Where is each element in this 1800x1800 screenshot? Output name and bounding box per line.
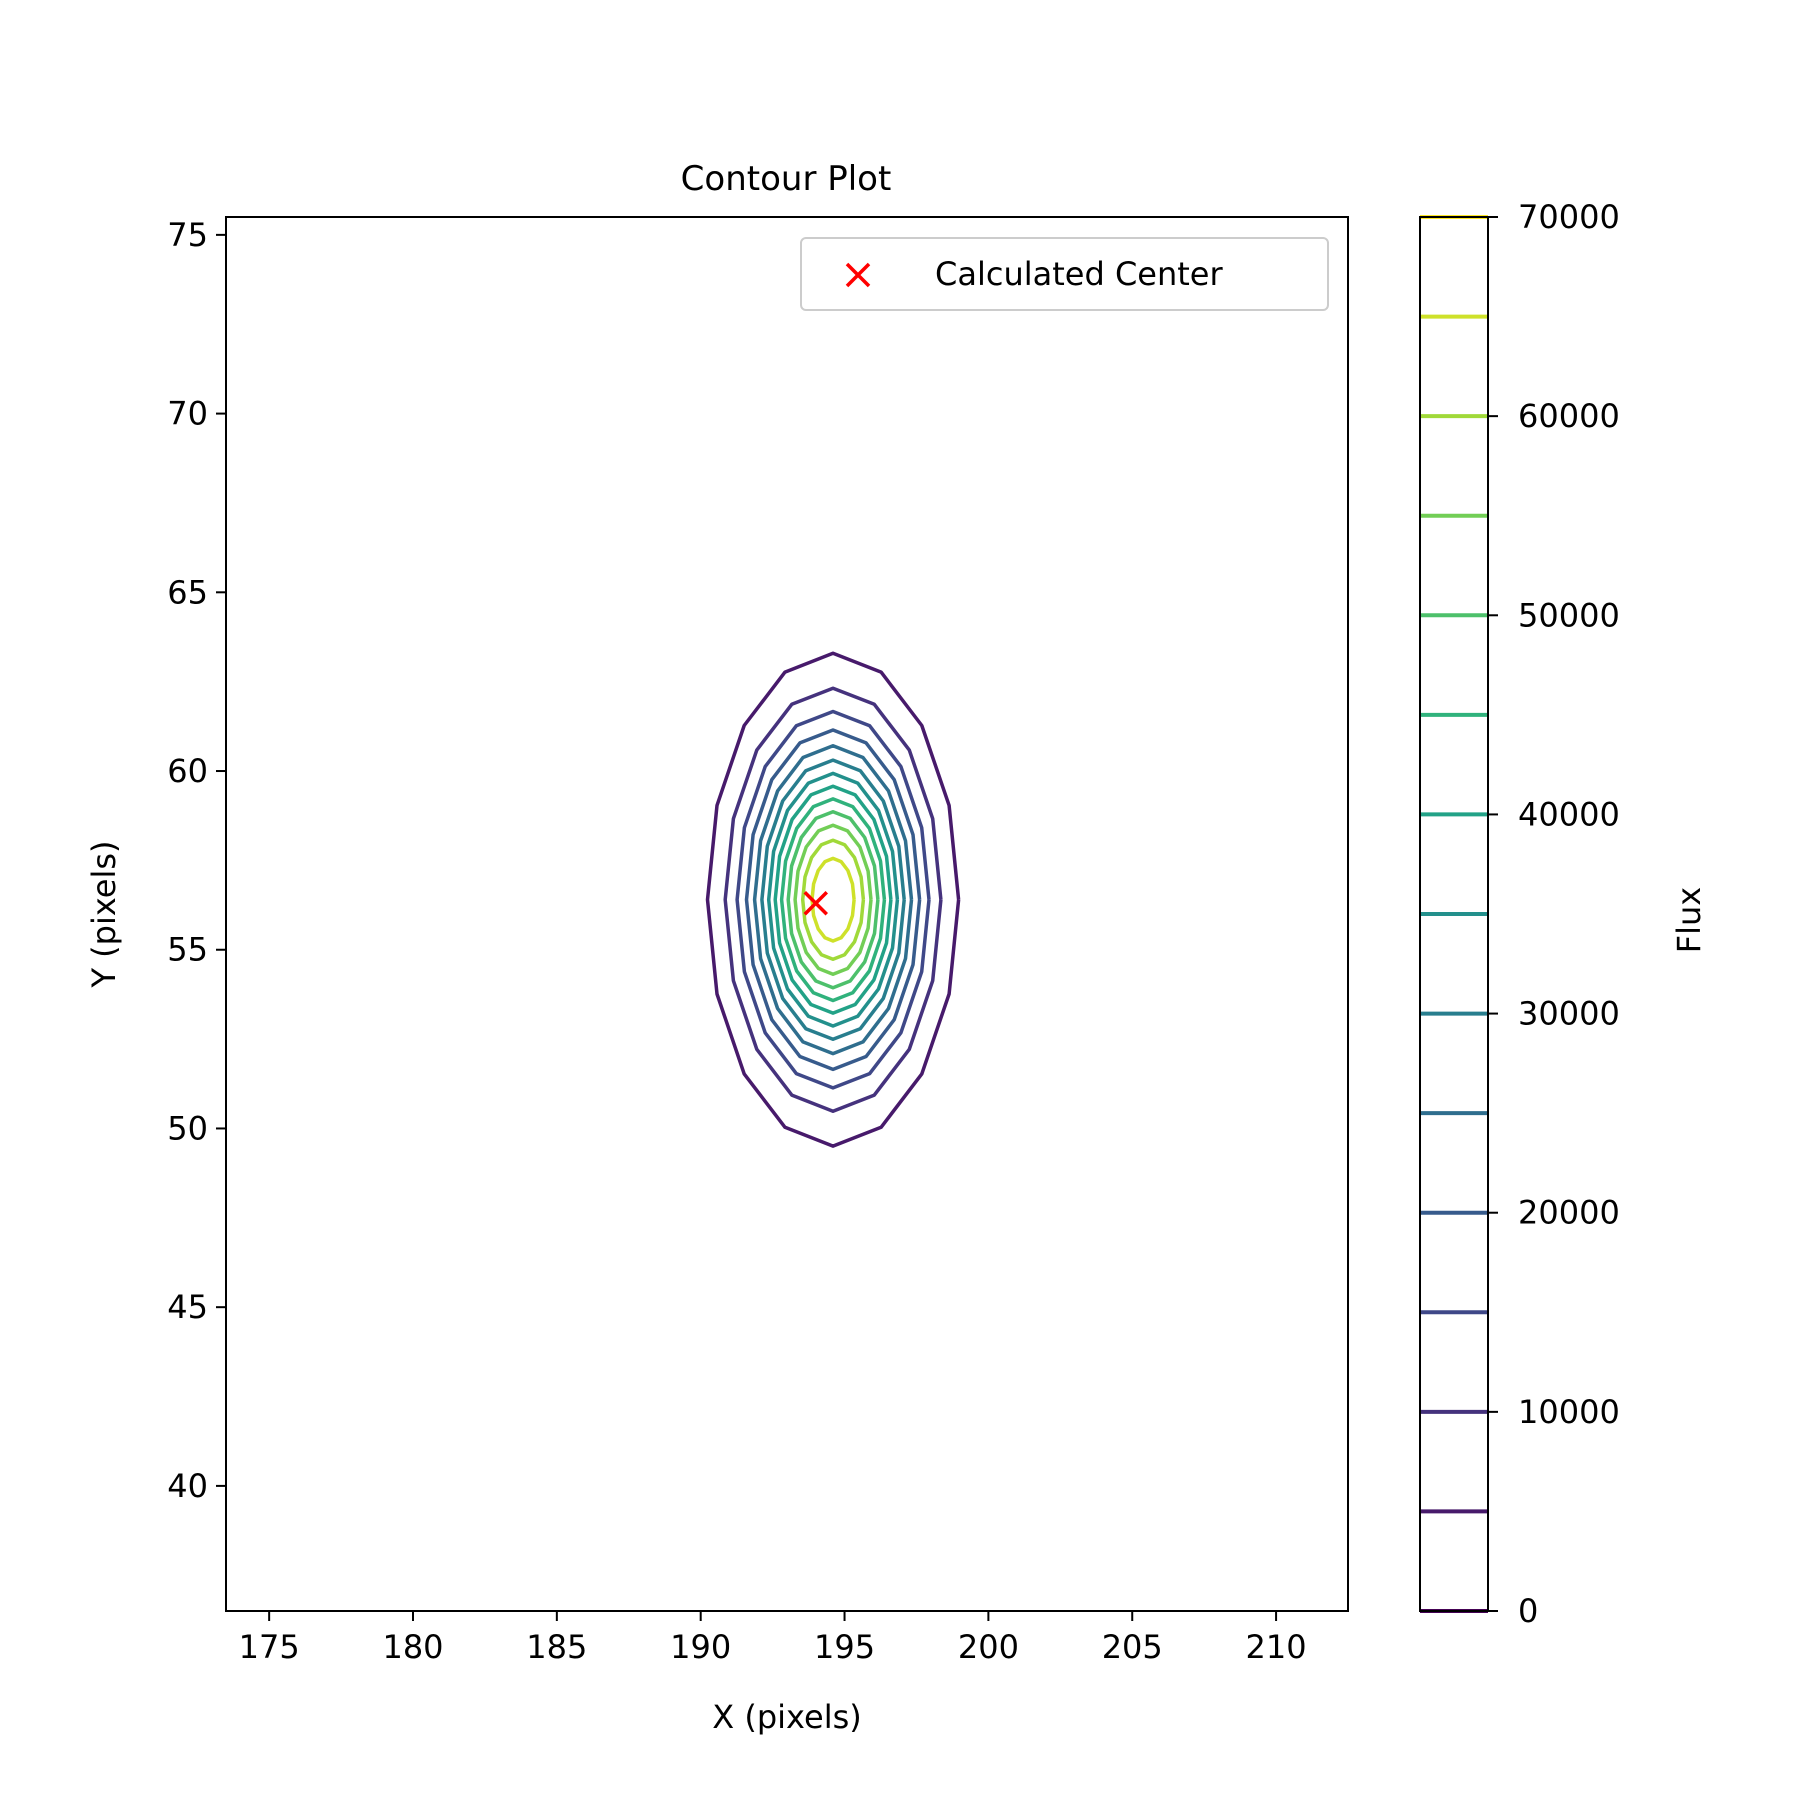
- center-marker-layer: [803, 891, 829, 916]
- y-tick-label: 55: [167, 931, 208, 969]
- colorbar-ticks: 0 10000 20000 30000 40000 50000 60000 70000: [1488, 198, 1620, 1630]
- chart-title: Contour Plot: [681, 159, 892, 199]
- colorbar-tick-label: 50000: [1518, 596, 1620, 634]
- colorbar-tick-label: 40000: [1518, 795, 1620, 833]
- y-tick-label: 65: [167, 573, 208, 611]
- colorbar-tick-label: 30000: [1518, 995, 1620, 1033]
- x-tick-label: 190: [670, 1628, 731, 1666]
- contour-level-60000: [800, 838, 866, 961]
- x-tick-label: 200: [958, 1628, 1019, 1666]
- contour-level-5000: [705, 651, 961, 1148]
- contour-level-15000: [735, 709, 931, 1090]
- legend-box: [800, 237, 1329, 311]
- colorbar-tick-label: 10000: [1518, 1393, 1620, 1431]
- contour-level-35000: [766, 771, 900, 1028]
- contour-level-55000: [793, 823, 873, 976]
- y-axis-ticks: 40 45 50 55 60 65 70 75: [167, 216, 226, 1505]
- colorbar-tick-label: 0: [1518, 1592, 1538, 1630]
- contour-level-50000: [786, 809, 880, 990]
- contours-layer: [705, 651, 961, 1148]
- contour-level-20000: [744, 728, 922, 1072]
- x-axis-label: X (pixels): [712, 1698, 861, 1736]
- plot-frame: [225, 216, 1349, 1612]
- x-tick-label: 185: [526, 1628, 587, 1666]
- x-tick-label: 195: [814, 1628, 875, 1666]
- colorbar-tick-label: 70000: [1518, 198, 1620, 236]
- contour-level-40000: [773, 784, 893, 1015]
- colorbar-tick-label: 20000: [1518, 1194, 1620, 1232]
- y-tick-label: 60: [167, 752, 208, 790]
- y-tick-label: 75: [167, 216, 208, 254]
- contour-level-10000: [723, 686, 943, 1113]
- x-tick-label: 210: [1246, 1628, 1307, 1666]
- contour-level-30000: [760, 758, 906, 1042]
- colorbar: 0 10000 20000 30000 40000 50000 60000 70000 Flu…: [1419, 198, 1708, 1630]
- colorbar-tick-label: 60000: [1518, 397, 1620, 435]
- colorbar-frame: [1419, 216, 1489, 1612]
- legend-marker-x-icon: [845, 262, 871, 288]
- y-tick-label: 70: [167, 395, 208, 433]
- y-tick-label: 50: [167, 1109, 208, 1147]
- contour-level-25000: [752, 744, 914, 1056]
- contour-level-45000: [779, 797, 887, 1003]
- legend-label: Calculated Center: [935, 255, 1223, 293]
- x-tick-label: 180: [382, 1628, 443, 1666]
- legend: Calculated Center: [800, 237, 1329, 311]
- colorbar-label: Flux: [1670, 887, 1708, 954]
- calculated-center-marker: [803, 891, 829, 916]
- x-tick-label: 175: [239, 1628, 300, 1666]
- y-axis-label: Y (pixels): [85, 840, 123, 988]
- x-tick-label: 205: [1102, 1628, 1163, 1666]
- y-tick-label: 40: [167, 1467, 208, 1505]
- y-tick-label: 45: [167, 1288, 208, 1326]
- x-axis-ticks: 175 180 185 190 195 200 205 210: [239, 1611, 1307, 1666]
